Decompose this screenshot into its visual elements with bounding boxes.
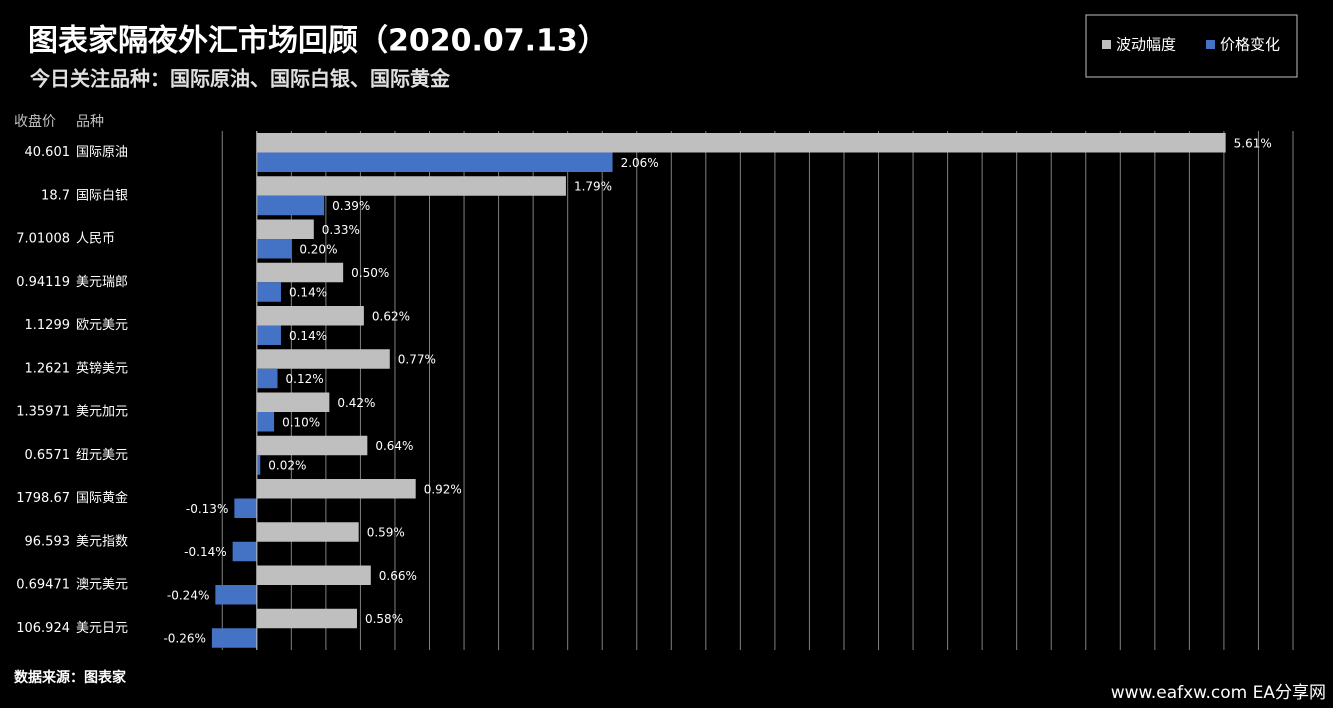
value-label: 0.14% [289,286,327,300]
value-label: 0.20% [299,242,337,256]
bar [256,608,357,629]
value-label: 0.02% [268,459,306,473]
watermark: www.eafxw.com EA分享网 [1111,683,1326,703]
bar [256,479,416,499]
closing-price: 0.6571 [25,448,71,463]
category-label: 美元指数 [76,534,128,549]
value-label: -0.14% [184,545,226,559]
value-label: 0.50% [351,266,389,280]
closing-price: 18.7 [41,188,70,203]
closing-price: 1.35971 [16,405,70,420]
value-label: 0.64% [375,439,413,453]
category-label: 美元瑞郎 [76,275,128,290]
bar [256,412,275,432]
bar [232,541,257,562]
closing-price: 96.593 [25,534,71,549]
value-label: -0.26% [163,632,205,646]
bar [215,585,257,605]
bar [256,262,344,283]
category-label: 国际原油 [76,145,128,160]
category-label: 欧元美元 [76,318,128,333]
legend-swatch [1206,40,1215,49]
value-label: -0.24% [167,588,209,602]
category-label: 英镑美元 [76,360,128,376]
closing-price: 1.2621 [25,361,71,376]
bar [256,195,325,216]
bar [256,219,314,239]
closing-price: 0.69471 [16,578,70,593]
closing-price: 1798.67 [16,491,70,506]
category-header: 品种 [76,114,104,130]
value-label: -0.13% [186,502,228,516]
value-label: 0.92% [424,482,462,496]
value-label: 0.33% [322,223,360,237]
bar [256,133,1226,153]
closing-price: 0.94119 [16,275,70,290]
bar [256,368,278,389]
bar [256,565,371,585]
legend-label: 波动幅度 [1116,36,1176,54]
closing-price: 106.924 [16,621,70,636]
value-label: 1.79% [574,180,612,194]
value-label: 0.14% [289,329,327,343]
value-label: 0.10% [282,415,320,429]
bar [256,282,281,302]
value-label: 0.59% [367,526,405,540]
bar [256,435,368,456]
value-label: 0.58% [365,612,403,626]
value-label: 0.42% [337,396,375,410]
bar [256,239,292,259]
category-label: 美元日元 [76,621,128,636]
value-label: 0.77% [398,353,436,367]
value-label: 0.39% [332,199,370,213]
category-label: 国际白银 [76,187,128,203]
bar [256,349,390,369]
bar [256,522,359,542]
value-label: 5.61% [1234,136,1272,150]
chart-subtitle: 今日关注品种：国际原油、国际白银、国际黄金 [30,67,451,91]
bar [256,325,281,345]
price-header: 收盘价 [14,113,56,130]
bar [256,176,566,196]
value-label: 2.06% [621,156,659,170]
chart-title: 图表家隔夜外汇市场回顾（2020.07.13） [28,24,608,59]
bar [256,455,261,475]
bar [211,628,257,648]
category-label: 人民币 [76,232,115,247]
bar [256,152,613,172]
bar [234,498,257,518]
legend-box [1085,14,1298,78]
bar [256,392,330,412]
category-label: 美元加元 [76,405,128,420]
category-label: 国际黄金 [76,490,128,506]
closing-price: 40.601 [25,145,71,160]
value-label: 0.62% [372,309,410,323]
value-label: 0.66% [379,569,417,583]
category-label: 澳元美元 [76,577,128,593]
bar [256,306,364,326]
closing-price: 7.01008 [16,232,70,247]
legend-label: 价格变化 [1220,36,1280,54]
value-label: 0.12% [286,372,324,386]
closing-price: 1.1299 [25,318,71,333]
category-label: 纽元美元 [76,448,128,463]
source: 数据来源：图表家 [14,669,127,686]
legend-swatch [1102,40,1111,49]
